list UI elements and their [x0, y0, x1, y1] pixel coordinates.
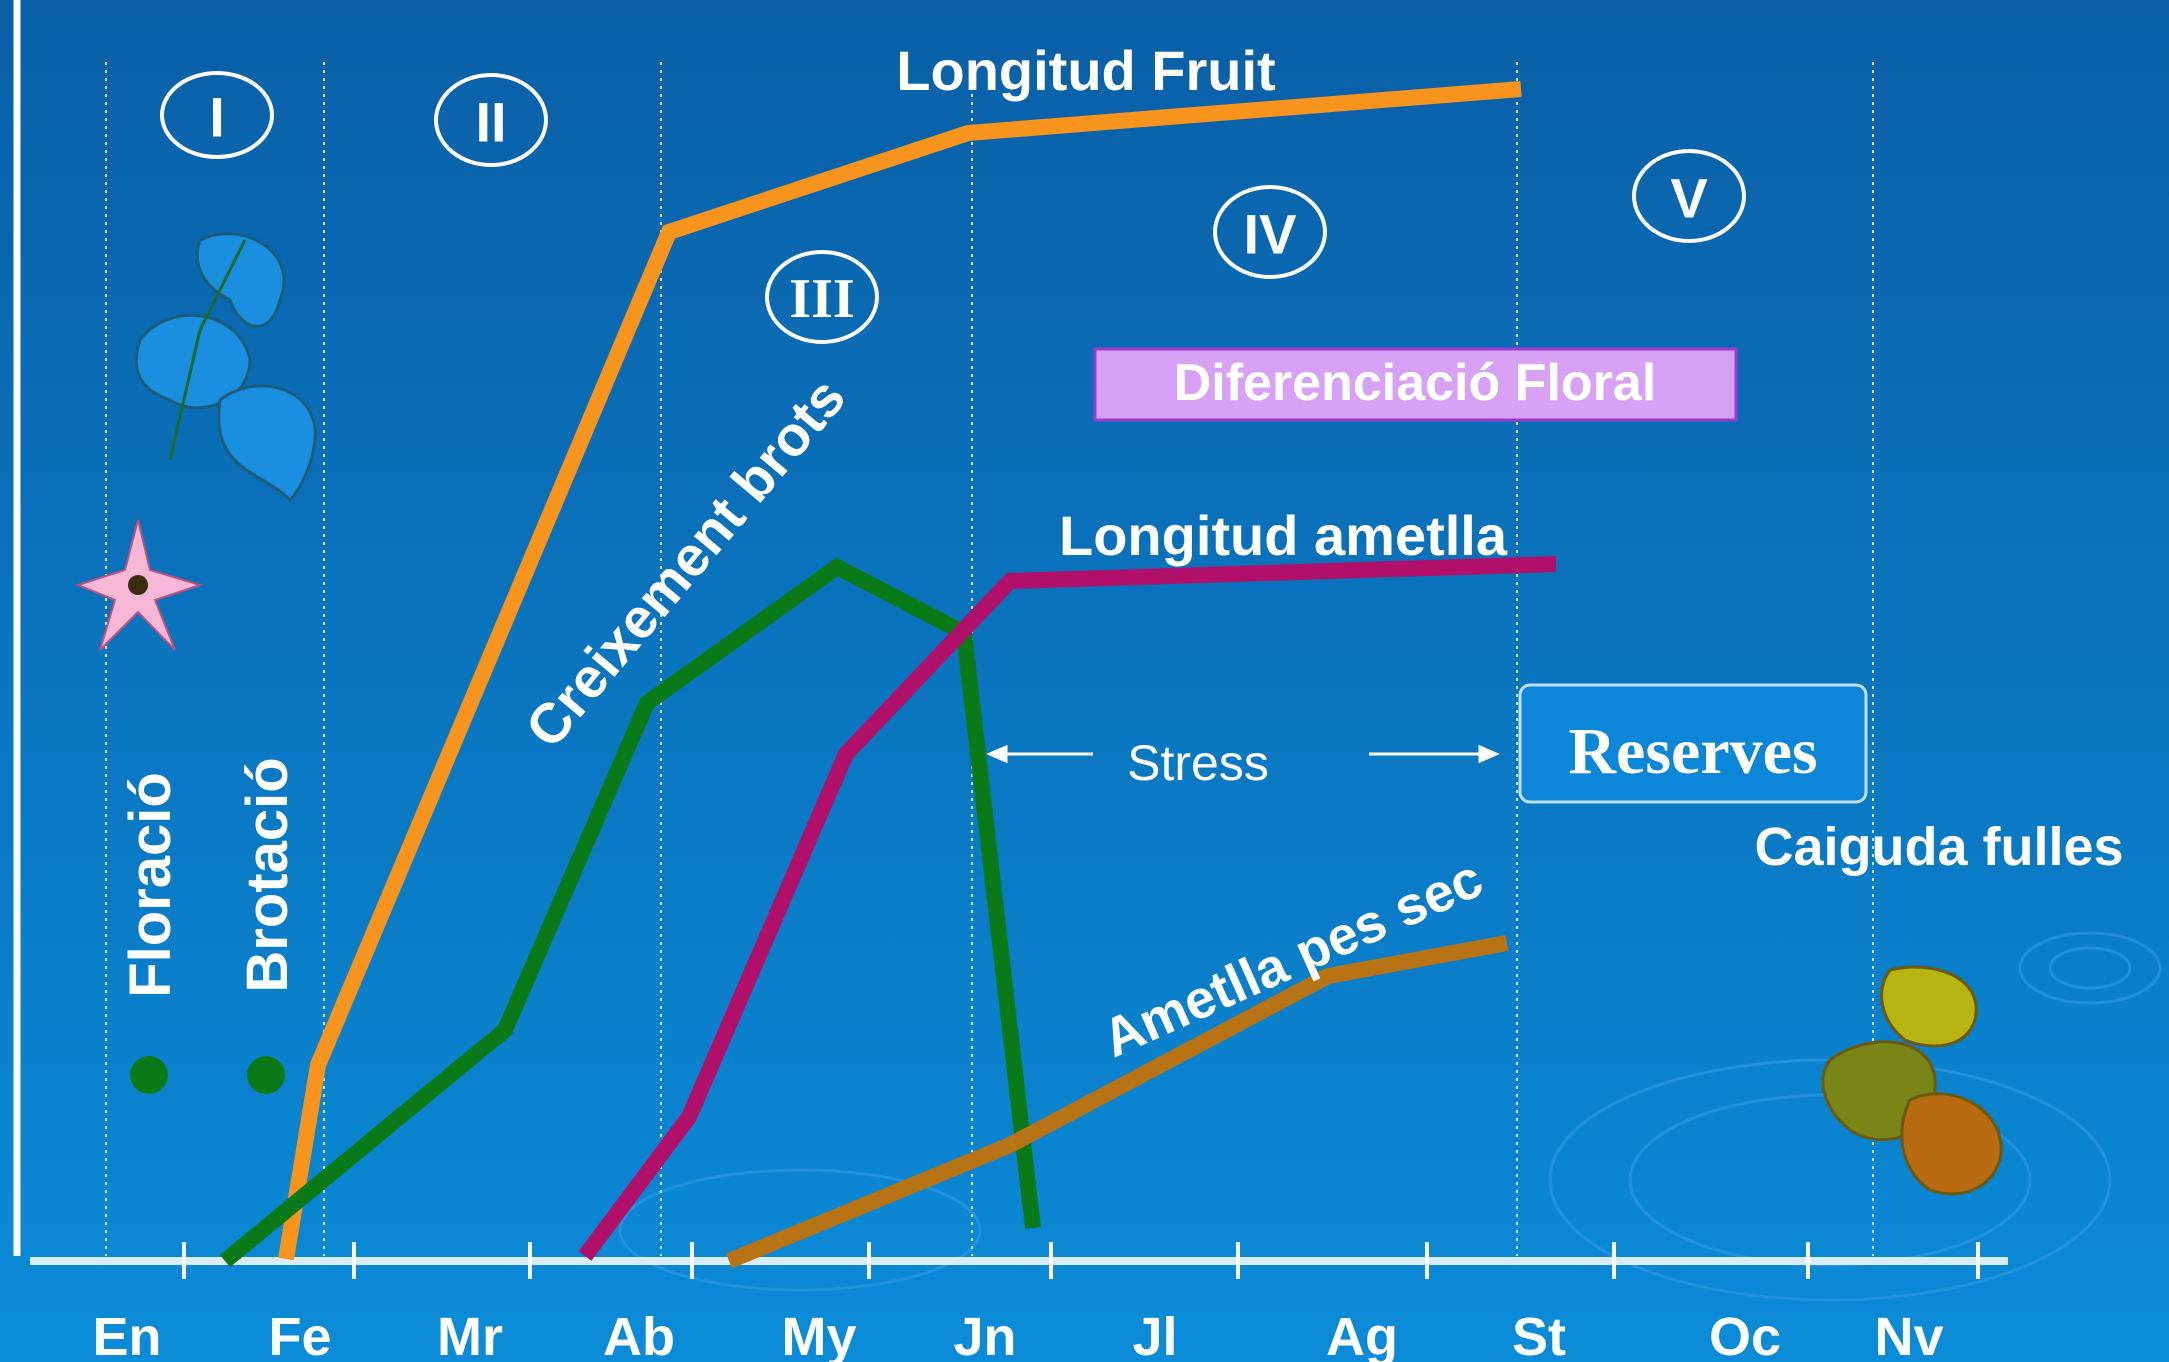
curve-label: Longitud ametlla [1059, 504, 1508, 567]
annotation: Diferenciació Floral [1174, 354, 1657, 412]
curve-label: Longitud Fruit [896, 39, 1275, 102]
month-label: Jl [1132, 1307, 1177, 1362]
month-label: Fe [268, 1307, 331, 1362]
month-label: Jn [953, 1307, 1016, 1362]
background [0, 0, 2169, 1362]
month-label: My [781, 1307, 856, 1362]
phase-label: II [475, 91, 506, 154]
annotation: Caiguda fulles [1754, 817, 2123, 877]
month-label: En [92, 1307, 161, 1362]
annotation: Reserves [1568, 715, 1817, 788]
month-label: Ag [1326, 1307, 1398, 1362]
event-label: Brotació [235, 757, 300, 992]
event-dot [130, 1056, 168, 1094]
phase-label: V [1670, 167, 1707, 230]
month-label: Oc [1709, 1307, 1781, 1362]
phase-label: IV [1244, 203, 1297, 266]
phase-label: I [209, 86, 225, 149]
month-label: Nv [1874, 1307, 1943, 1362]
phase-label: III [789, 268, 854, 330]
annotation: Stress [1127, 735, 1269, 791]
month-label: Mr [437, 1307, 503, 1362]
month-label: Ab [603, 1307, 675, 1362]
diagram: En Fe Mr Ab My Jn Jl Ag St Oc Nv I II II… [0, 0, 2169, 1362]
month-label: St [1512, 1307, 1566, 1362]
event-dot [247, 1056, 285, 1094]
event-label: Floració [118, 772, 183, 998]
